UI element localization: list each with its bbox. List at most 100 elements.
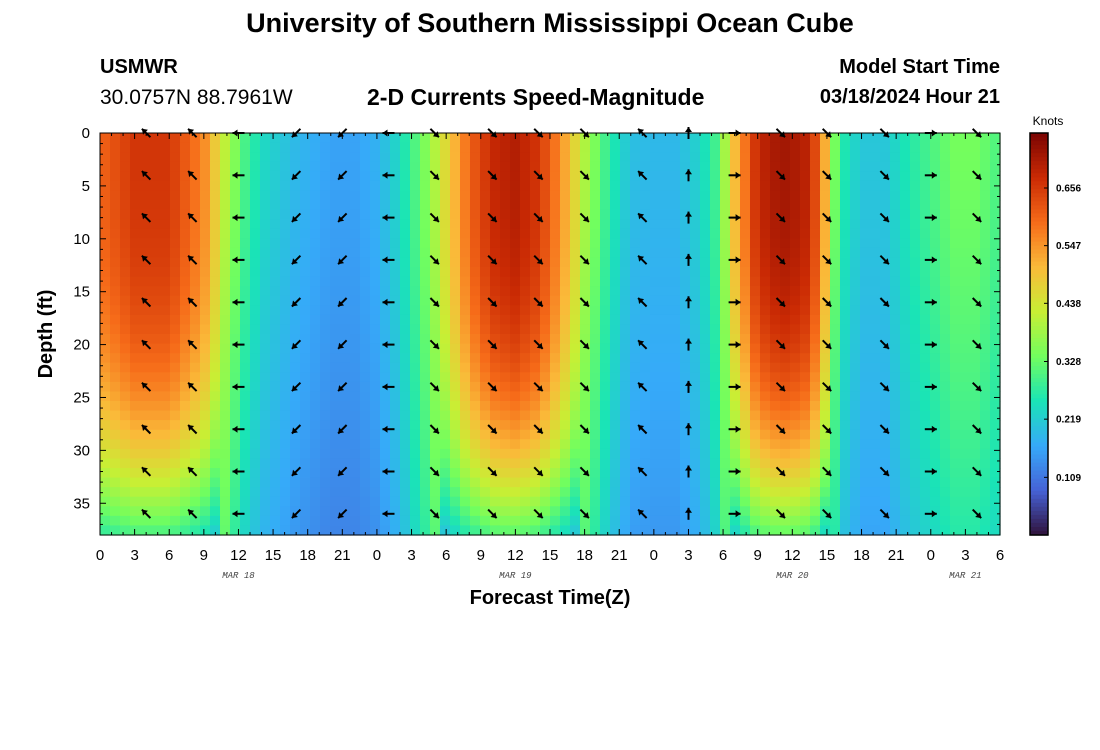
heatmap-cell: [150, 209, 161, 220]
heatmap-cell: [960, 487, 971, 498]
heatmap-cell: [940, 314, 951, 326]
heatmap-cell: [550, 487, 561, 498]
heatmap-cell: [940, 439, 951, 450]
heatmap-cell: [820, 257, 831, 268]
heatmap-cell: [910, 209, 921, 220]
heatmap-cell: [960, 267, 971, 278]
heatmap-cell: [360, 448, 371, 460]
heatmap-cell: [740, 506, 751, 517]
heatmap-cell: [700, 161, 711, 172]
heatmap-cell: [120, 257, 131, 268]
heatmap-cell: [540, 362, 551, 373]
heatmap-cell: [330, 334, 341, 345]
heatmap-cell: [580, 238, 591, 249]
heatmap-cell: [710, 133, 721, 144]
heatmap-cell: [620, 267, 631, 278]
heatmap-cell: [440, 161, 451, 172]
heatmap-cell: [180, 515, 191, 527]
heatmap-cell: [830, 314, 841, 326]
heatmap-cell: [630, 515, 641, 527]
heatmap-cell: [340, 372, 351, 383]
heatmap-cell: [420, 487, 431, 498]
heatmap-cell: [480, 200, 491, 211]
heatmap-cell: [510, 247, 521, 259]
heatmap-cell: [870, 276, 881, 287]
heatmap-cell: [920, 525, 931, 536]
heatmap-cell: [820, 180, 831, 192]
current-vector-arrow: [579, 212, 590, 223]
heatmap-cell: [910, 372, 921, 383]
heatmap-cell: [930, 133, 941, 144]
heatmap-cell: [360, 190, 371, 201]
heatmap-cell: [210, 257, 221, 268]
heatmap-cell: [690, 190, 701, 201]
heatmap-cell: [360, 200, 371, 211]
heatmap-cell: [220, 372, 231, 383]
heatmap-cell: [960, 458, 971, 469]
heatmap-cell: [800, 343, 811, 354]
heatmap-cell: [650, 429, 661, 440]
heatmap-cell: [230, 496, 241, 507]
heatmap-cell: [380, 219, 391, 230]
heatmap-cell: [860, 238, 871, 249]
heatmap-cell: [740, 429, 751, 440]
heatmap-cell: [240, 362, 251, 373]
heatmap-cell: [800, 247, 811, 259]
heatmap-cell: [850, 334, 861, 345]
heatmap-cell: [120, 496, 131, 507]
colorbar-segment: [1030, 398, 1048, 403]
heatmap-cell: [760, 496, 771, 507]
heatmap-cell: [360, 219, 371, 230]
heatmap-cell: [420, 343, 431, 354]
colorbar-segment: [1030, 494, 1048, 500]
heatmap-cell: [620, 410, 631, 421]
heatmap-cell: [470, 190, 481, 201]
current-vector-arrow: [579, 381, 590, 392]
heatmap-cell: [150, 219, 161, 230]
heatmap-cell: [220, 276, 231, 287]
heatmap-cell: [560, 362, 571, 373]
heatmap-cell: [770, 276, 781, 287]
heatmap-cell: [800, 468, 811, 479]
heatmap-cell: [270, 381, 281, 393]
heatmap-cell: [370, 133, 381, 144]
heatmap-cell: [930, 448, 941, 460]
heatmap-cell: [710, 506, 721, 517]
heatmap-cell: [560, 439, 571, 450]
heatmap-cell: [870, 314, 881, 326]
current-vector-arrow: [971, 297, 982, 308]
heatmap-cell: [800, 180, 811, 192]
heatmap-cell: [930, 314, 941, 326]
heatmap-cell: [650, 257, 661, 268]
heatmap-cell: [320, 343, 331, 354]
heatmap-cell: [640, 458, 651, 469]
heatmap-cell: [280, 439, 291, 450]
heatmap-cell: [210, 180, 221, 192]
heatmap-cell: [320, 334, 331, 345]
heatmap-cell: [320, 247, 331, 259]
heatmap-cell: [220, 420, 231, 431]
heatmap-cell: [670, 334, 681, 345]
heatmap-cell: [580, 420, 591, 431]
heatmap-cell: [990, 238, 1001, 249]
heatmap-cell: [690, 305, 701, 316]
heatmap-cell: [600, 286, 611, 297]
heatmap-cell: [880, 247, 891, 259]
heatmap-cell: [740, 496, 751, 507]
heatmap-cell: [220, 209, 231, 220]
heatmap-cell: [110, 257, 121, 268]
heatmap-cell: [290, 314, 301, 326]
heatmap-cell: [960, 305, 971, 316]
heatmap-cell: [590, 487, 601, 498]
heatmap-cell: [820, 496, 831, 507]
heatmap-cell: [180, 448, 191, 460]
heatmap-cell: [840, 200, 851, 211]
heatmap-cell: [640, 295, 651, 306]
heatmap-cell: [250, 133, 261, 144]
heatmap-cell: [450, 506, 461, 517]
heatmap-cell: [110, 238, 121, 249]
heatmap-cell: [580, 219, 591, 230]
heatmap-cell: [630, 391, 641, 402]
heatmap-cell: [460, 142, 471, 153]
heatmap-cell: [710, 171, 721, 182]
